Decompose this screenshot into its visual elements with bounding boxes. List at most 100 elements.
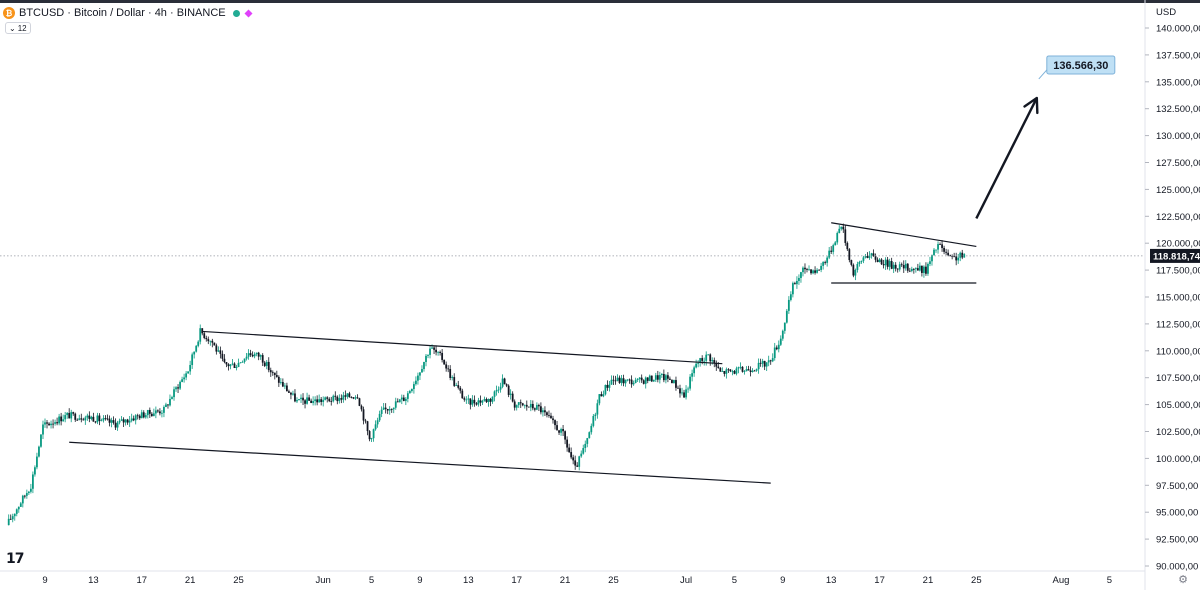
candle-body xyxy=(943,247,945,252)
candle-body xyxy=(612,379,615,381)
candle-body xyxy=(773,347,776,359)
candle xyxy=(546,411,548,418)
symbol-title[interactable]: BTCUSD · Bitcoin / Dollar · 4h · BINANCE xyxy=(19,7,226,19)
candle xyxy=(316,395,319,406)
candle xyxy=(614,375,617,385)
candle-body xyxy=(183,377,185,380)
candle xyxy=(588,431,591,439)
candle-body xyxy=(949,255,952,256)
candle xyxy=(271,370,274,376)
candle-body xyxy=(461,390,464,399)
candle-body xyxy=(425,355,427,363)
candle-body xyxy=(318,399,321,403)
candle xyxy=(731,369,734,376)
candle xyxy=(306,392,308,405)
candle xyxy=(100,418,103,422)
price-tick-label: 132.500,00 xyxy=(1156,104,1200,115)
candle-body xyxy=(836,232,839,243)
candle-body xyxy=(314,399,317,402)
candle xyxy=(94,420,97,424)
candle xyxy=(669,376,671,381)
candle xyxy=(626,379,629,382)
price-tick-label: 137.500,00 xyxy=(1156,50,1200,61)
candle-body xyxy=(219,350,222,354)
candle xyxy=(386,408,389,415)
candle xyxy=(130,413,133,423)
candle-body xyxy=(689,376,691,389)
candle-body xyxy=(610,379,613,385)
candle xyxy=(481,399,484,405)
settings-icon[interactable]: ⚙ xyxy=(1178,574,1188,586)
candle xyxy=(812,269,814,275)
candle-body xyxy=(169,398,171,406)
candle-body xyxy=(677,387,679,389)
candle-body xyxy=(719,368,722,372)
candle xyxy=(737,366,740,374)
candle-body xyxy=(253,354,256,357)
candle-body xyxy=(673,380,675,384)
price-tick-label: 122.500,00 xyxy=(1156,212,1200,223)
candle xyxy=(840,226,843,231)
candle-body xyxy=(882,264,885,266)
candle xyxy=(441,349,444,363)
candle xyxy=(759,358,762,367)
candle xyxy=(608,380,611,392)
candle xyxy=(872,249,875,257)
candle xyxy=(814,266,816,275)
candle xyxy=(189,360,192,375)
candle-body xyxy=(165,404,167,407)
candle xyxy=(348,391,351,398)
time-tick-label: 13 xyxy=(463,575,474,586)
candle-body xyxy=(931,255,933,262)
candle xyxy=(910,266,913,273)
candle-body xyxy=(558,430,560,433)
candle xyxy=(161,410,163,418)
candle xyxy=(937,241,939,254)
candle xyxy=(689,373,691,391)
candle-body xyxy=(300,397,302,400)
candle xyxy=(11,513,14,523)
candle-body xyxy=(717,366,720,369)
candle-body xyxy=(574,460,577,466)
indicators-toggle[interactable]: ⌄ 12 xyxy=(5,22,31,34)
candle xyxy=(824,260,827,265)
candle xyxy=(955,252,958,266)
target-label-box xyxy=(1046,55,1116,75)
time-tick-label: 25 xyxy=(971,575,982,586)
candle xyxy=(243,358,246,364)
symbol-header[interactable]: ₿ BTCUSD · Bitcoin / Dollar · 4h · BINAN… xyxy=(3,6,253,20)
candle-body xyxy=(380,409,383,414)
candle xyxy=(542,407,544,417)
candle-body xyxy=(453,377,456,386)
candle-body xyxy=(622,378,625,384)
candle-body xyxy=(838,228,841,233)
candle-body xyxy=(910,268,913,271)
candle-body xyxy=(783,322,786,331)
candle xyxy=(769,359,772,365)
candle-body xyxy=(544,410,546,413)
candle xyxy=(923,265,925,278)
candle-body xyxy=(554,420,556,426)
candle xyxy=(673,379,675,384)
candle xyxy=(443,359,446,365)
candle-body xyxy=(667,375,669,379)
candle xyxy=(489,397,492,407)
candle-body xyxy=(856,263,859,270)
candle-body xyxy=(290,392,292,395)
candle-body xyxy=(564,431,566,440)
candle-body xyxy=(211,340,214,343)
candle-body xyxy=(415,380,417,385)
candle-body xyxy=(683,392,685,398)
candle xyxy=(642,379,645,385)
candle-body xyxy=(886,259,889,267)
candle xyxy=(388,406,391,415)
candle-body xyxy=(572,457,575,461)
candle xyxy=(175,386,177,392)
candle-body xyxy=(423,362,425,370)
candle-body xyxy=(864,256,867,258)
candle xyxy=(554,419,556,430)
candle xyxy=(60,412,63,426)
candle-body xyxy=(594,414,597,417)
candle xyxy=(773,342,776,361)
